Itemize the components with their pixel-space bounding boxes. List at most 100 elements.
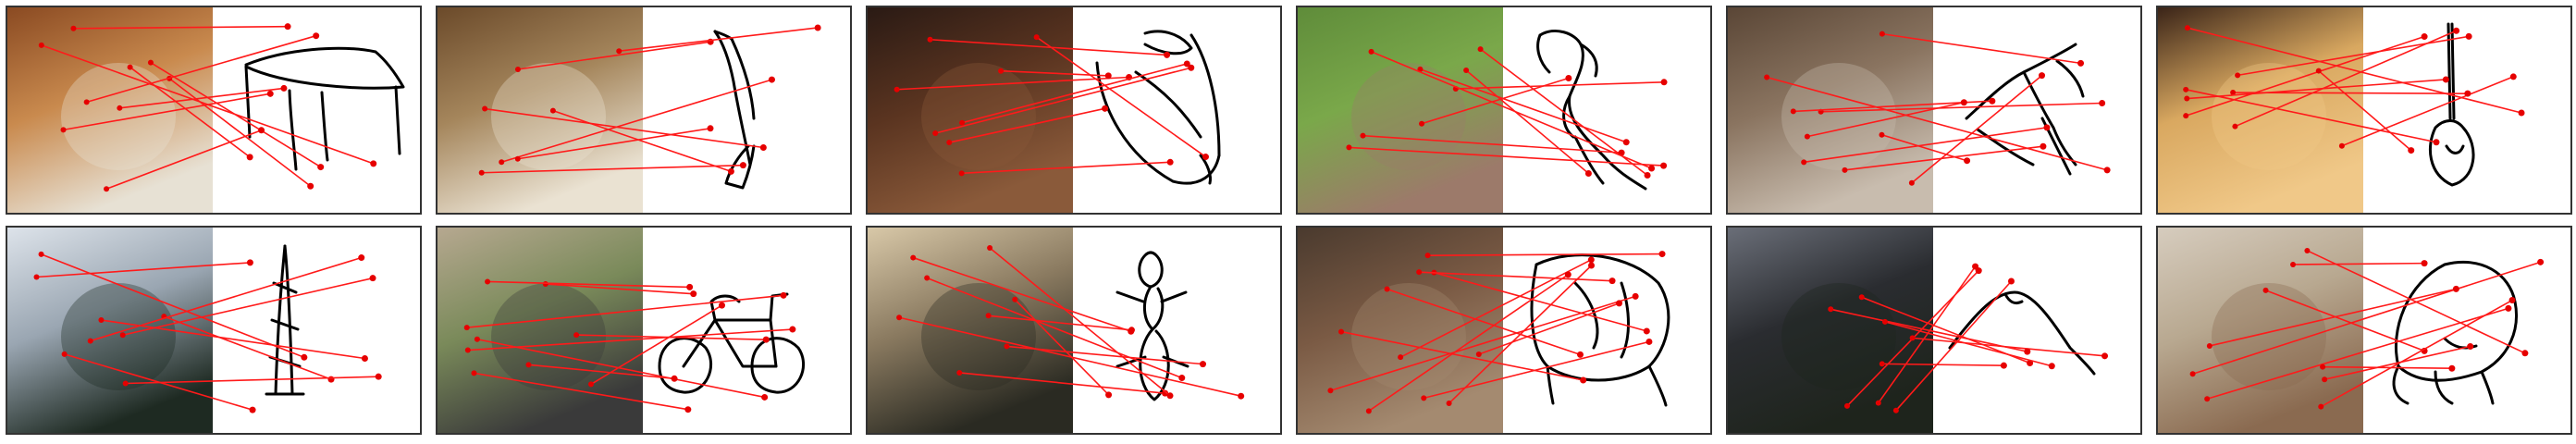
photo-keypoint [1424,253,1431,259]
sketch-keypoint [2039,72,2046,80]
sketch-keypoint [1616,300,1623,307]
sketch-keypoint [2465,32,2472,40]
match-line [2192,261,2541,376]
match-line [2186,89,2437,143]
photo-keypoint [1416,269,1423,276]
match-line [1881,363,2004,366]
photo-keypoint [87,338,93,344]
photo-keypoint [946,140,953,146]
panel-ant [866,226,1282,435]
match-line [2187,27,2522,114]
match-line [988,314,1132,331]
sketch-keypoint [739,162,746,169]
photo-keypoint [117,105,123,111]
photo-keypoint [958,170,965,177]
panel-hermit-crab-canvas [2158,228,2570,433]
hermit-crab-match-lines [2189,247,2545,410]
panel-alarm-clock-canvas [868,7,1280,213]
sketch-keypoint [1632,292,1639,300]
match-line [1420,68,1627,143]
photo-keypoint [1477,46,1484,53]
match-line [101,319,365,360]
photo-keypoint [2235,72,2241,79]
photo-keypoint [1804,133,1810,140]
sketch-keypoint [1166,158,1174,166]
match-line [898,316,1241,397]
panel-dining-table-canvas [7,7,420,213]
match-line [1434,271,1647,332]
alarm-clock-match-lines [894,34,1209,177]
axe-photo [438,7,643,213]
match-line [1330,295,1636,392]
sketch-keypoint [768,76,775,83]
photo-keypoint [1881,318,1888,325]
sketch-keypoint [1989,97,1996,105]
photo-keypoint [474,336,480,342]
sketch-keypoint [284,23,291,31]
sketch-keypoint [2505,304,2512,312]
sketch-keypoint [2103,166,2111,174]
panel-bicycle [436,226,852,435]
photo-keypoint [61,351,68,357]
photo-keypoint [119,332,126,339]
photo-keypoint [1338,328,1345,335]
match-line [481,164,744,174]
match-line [2187,79,2447,100]
photo-keypoint [1327,388,1334,394]
sketch-keypoint [249,406,256,413]
panel-volcano-canvas [1728,228,2140,433]
match-line [2235,30,2457,128]
sketch-keypoint [1238,392,1245,400]
sketch-keypoint [1580,376,1587,384]
ant-match-lines [896,245,1245,400]
photo-keypoint [1419,120,1425,127]
match-line [1419,271,1613,282]
photo-keypoint [998,68,1005,74]
sketch-keypoint [2433,139,2440,146]
sketch-keypoint [707,125,714,132]
sketch-keypoint [727,167,734,175]
sketch-keypoint [266,90,274,97]
photo-keypoint [1909,335,1916,341]
match-line [1884,321,2052,367]
photo-keypoint [1828,306,1834,313]
match-line [1766,76,2108,171]
photo-keypoint [2262,287,2269,293]
match-line [105,130,262,191]
photo-keypoint [104,186,110,192]
sketch-keypoint [2421,33,2428,41]
match-line [989,247,1171,397]
sketch-keypoint [2509,73,2517,80]
match-line [1001,69,1109,77]
sketch-keypoint [1587,256,1595,264]
match-line [73,25,289,30]
sketch-keypoint [1564,271,1571,278]
match-line [1881,133,1967,162]
photo-keypoint [588,381,594,388]
volcano-photo [1728,228,1933,433]
panel-trumpet-canvas [1728,7,2140,213]
photo-keypoint [924,275,931,281]
match-line [119,87,285,109]
photo-keypoint [573,332,580,339]
sketch-keypoint [1183,60,1190,68]
panel-ant-canvas [868,228,1280,433]
photo-keypoint [1858,294,1865,301]
photo-keypoint [2184,95,2190,102]
match-line [467,328,793,352]
photo-keypoint [2322,376,2328,383]
sketch-keypoint [2099,100,2106,107]
photo-keypoint [2318,403,2324,410]
sketch-keypoint [2408,147,2415,154]
sketch-keypoint [361,355,368,363]
axe-sketch-icon [713,30,756,190]
tree-sketch-area [213,228,420,433]
match-line [2323,365,2452,370]
photo-keypoint [894,86,900,92]
sketch-keypoint [313,32,320,40]
match-line [1806,101,1965,138]
photo-keypoint [987,245,993,252]
sketch-keypoint [1960,99,1967,106]
sketch-keypoint [2442,76,2449,83]
match-line [500,79,772,164]
